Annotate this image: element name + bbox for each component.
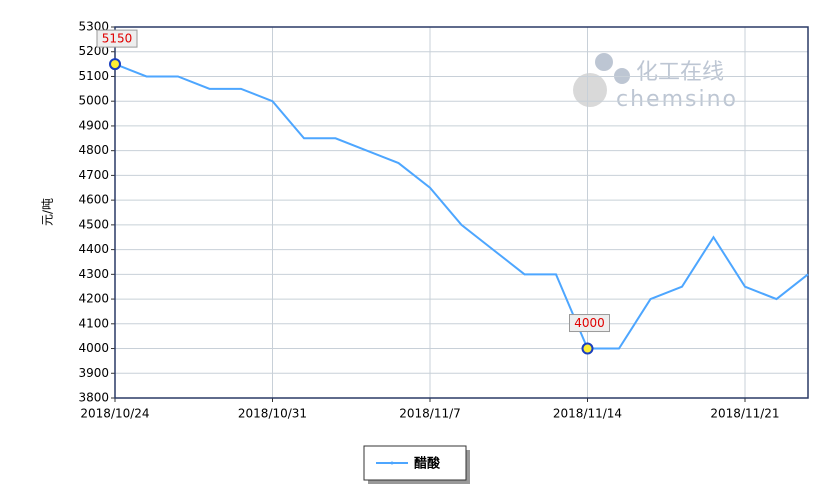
x-tick-label: 2018/10/24 <box>80 407 149 421</box>
legend-swatch <box>390 461 394 465</box>
y-axis-label: 元/吨 <box>41 198 55 226</box>
annotation-box <box>569 314 610 333</box>
x-tick-label: 2018/11/14 <box>553 407 622 421</box>
y-tick-label: 4700 <box>78 168 109 182</box>
y-tick-label: 5000 <box>78 94 109 108</box>
y-tick-label: 3800 <box>78 391 109 405</box>
y-tick-label: 4600 <box>78 193 109 207</box>
y-tick-label: 4300 <box>78 267 109 281</box>
point-marker <box>581 342 594 355</box>
x-tick-label: 2018/11/21 <box>710 407 779 421</box>
y-tick-label: 4000 <box>78 341 109 355</box>
x-tick-label: 2018/10/31 <box>238 407 307 421</box>
watermark-logo <box>573 73 607 107</box>
plot-border <box>114 26 809 399</box>
watermark-logo <box>595 53 613 71</box>
x-tick-label: 2018/11/7 <box>399 407 461 421</box>
legend-label: 醋酸 <box>414 456 441 472</box>
watermark: 化工在线 chemsino <box>573 53 738 112</box>
y-tick-label: 4100 <box>78 316 109 330</box>
data-label: 4000 <box>574 316 605 330</box>
y-tick-label: 4500 <box>78 217 109 231</box>
y-tick-label: 4400 <box>78 242 109 256</box>
data-label: 5150 <box>102 32 133 46</box>
y-tick-label: 4800 <box>78 143 109 157</box>
y-tick-label: 4200 <box>78 292 109 306</box>
y-tick-label: 3900 <box>78 366 109 380</box>
y-tick-label: 5200 <box>78 44 109 58</box>
watermark-text: chemsino <box>616 87 738 112</box>
watermark-text: 化工在线 <box>636 60 724 85</box>
line <box>114 63 809 350</box>
y-tick-label: 4900 <box>78 118 109 132</box>
annotation-box <box>96 29 138 48</box>
point-marker <box>109 58 121 71</box>
y-tick-label: 5100 <box>78 69 109 83</box>
